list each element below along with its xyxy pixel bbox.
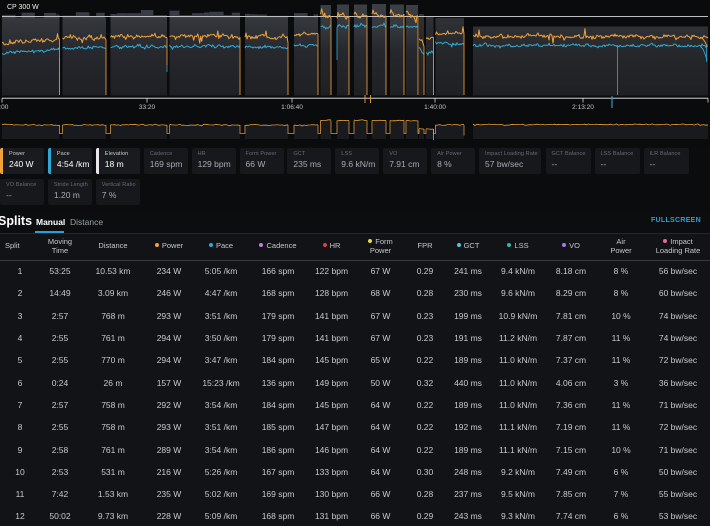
svg-text:2:13:20: 2:13:20 (572, 104, 594, 111)
svg-text:CP 300 W: CP 300 W (7, 4, 39, 11)
svg-text:1:06:40: 1:06:40 (281, 104, 303, 111)
svg-text:1:40:00: 1:40:00 (424, 104, 446, 111)
svg-text:33:20: 33:20 (139, 104, 156, 111)
svg-text:0:00: 0:00 (0, 104, 9, 111)
